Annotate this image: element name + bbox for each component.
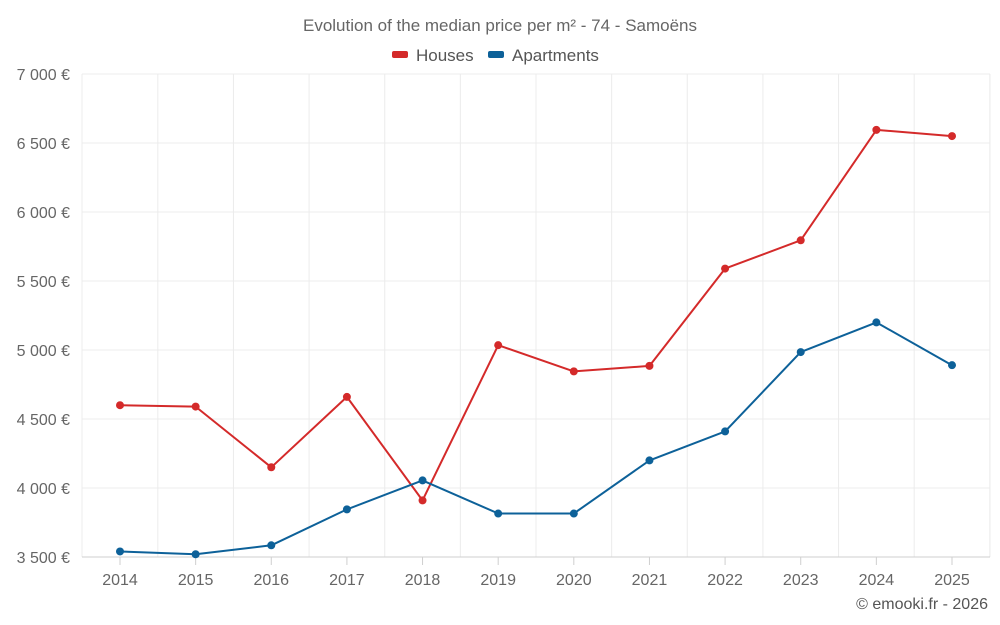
legend: Houses Apartments — [392, 46, 599, 65]
data-point-apartments[interactable] — [342, 505, 351, 514]
series-line-houses — [119, 128, 953, 502]
data-point-apartments[interactable] — [569, 509, 578, 518]
data-point-apartments[interactable] — [796, 348, 805, 357]
data-point-apartments[interactable] — [872, 318, 881, 327]
y-tick-label: 6 500 € — [17, 136, 70, 153]
y-tick-label: 7 000 € — [17, 67, 70, 84]
data-point-houses[interactable] — [418, 496, 427, 505]
data-point-apartments[interactable] — [116, 547, 124, 556]
data-point-houses[interactable] — [948, 132, 956, 141]
data-point-houses[interactable] — [645, 361, 654, 370]
x-gridlines — [81, 74, 991, 557]
data-point-apartments[interactable] — [721, 427, 730, 436]
x-tick-label: 2014 — [102, 572, 138, 589]
x-tick-label: 2019 — [480, 572, 516, 589]
x-tick-label: 2023 — [783, 572, 819, 589]
data-point-houses[interactable] — [872, 125, 881, 134]
data-point-houses[interactable] — [796, 236, 805, 245]
y-tick-label: 3 500 € — [17, 550, 70, 567]
data-point-houses[interactable] — [721, 264, 730, 273]
data-point-apartments[interactable] — [494, 509, 503, 518]
x-axis-ticks: 2014 2015 2016 2017 2018 2019 2020 2021 2022 2023… — [102, 557, 970, 589]
data-point-apartments[interactable] — [948, 361, 956, 370]
data-point-houses[interactable] — [494, 341, 503, 350]
data-point-apartments[interactable] — [267, 541, 276, 550]
data-point-houses[interactable] — [116, 401, 124, 410]
y-tick-label: 6 000 € — [17, 205, 70, 222]
x-tick-label: 2015 — [178, 572, 214, 589]
credit-text: © emooki.fr - 2026 — [856, 596, 988, 613]
x-tick-label: 2024 — [859, 572, 895, 589]
y-tick-label: 4 000 € — [17, 481, 70, 498]
x-tick-label: 2016 — [253, 572, 289, 589]
data-point-apartments[interactable] — [418, 476, 427, 485]
series-group — [116, 125, 956, 559]
data-point-houses[interactable] — [267, 463, 276, 472]
data-point-houses[interactable] — [569, 367, 578, 376]
x-tick-label: 2017 — [329, 572, 365, 589]
y-tick-label: 4 500 € — [17, 412, 70, 429]
series-line-apartments — [119, 321, 953, 556]
data-point-houses[interactable] — [191, 402, 200, 411]
x-tick-label: 2025 — [934, 572, 970, 589]
data-point-apartments[interactable] — [645, 456, 654, 465]
x-tick-label: 2021 — [632, 572, 668, 589]
x-tick-label: 2018 — [405, 572, 441, 589]
chart-title: Evolution of the median price per m² - 7… — [303, 16, 697, 35]
legend-swatch-apartments — [488, 51, 504, 58]
legend-label-apartments[interactable]: Apartments — [512, 46, 599, 65]
legend-swatch-houses — [392, 51, 408, 58]
y-tick-label: 5 000 € — [17, 343, 70, 360]
data-point-houses[interactable] — [342, 392, 351, 401]
data-point-apartments[interactable] — [191, 550, 200, 559]
x-tick-label: 2020 — [556, 572, 592, 589]
x-tick-label: 2022 — [707, 572, 743, 589]
y-tick-label: 5 500 € — [17, 274, 70, 291]
y-axis-ticks: 3 500 € 4 000 € 4 500 € 5 000 € 5 500 € 6 000… — [17, 67, 70, 567]
legend-label-houses[interactable]: Houses — [416, 46, 474, 65]
